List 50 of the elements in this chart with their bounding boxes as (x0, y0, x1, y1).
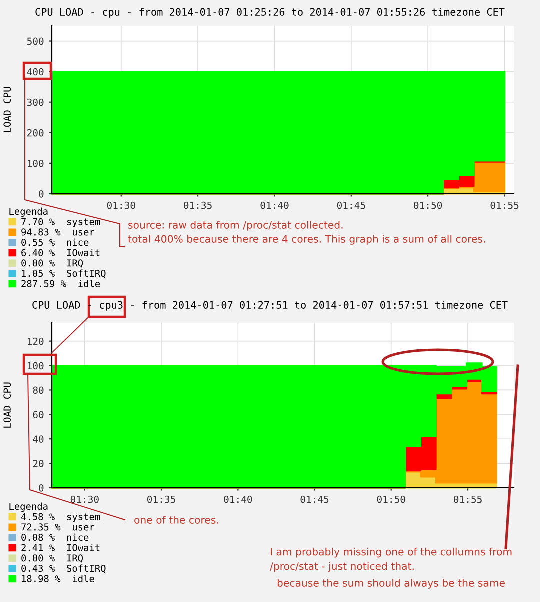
legend-label: 18.98 % idle (22, 575, 94, 582)
x-tick-label: 01:30 (70, 496, 99, 504)
text: one of the cores. (134, 516, 218, 524)
legend-label: 6.40 % IOwait (22, 249, 100, 256)
chart-title: CPU LOAD - cpu - from 2014-01-07 01:25:26 to 2014-01-07 01:55:26 timezone CET (36, 8, 505, 18)
legend-title: Legenda (10, 502, 48, 512)
legend-label: 287.59 % idle (22, 280, 100, 288)
y-axis-title: LOAD CPU (4, 87, 12, 132)
y-tick-label: 100 (28, 362, 44, 370)
y-tick-label: 60 (33, 411, 44, 419)
legend-label: 0.08 % nice (22, 534, 89, 542)
legend-label: 4.58 % system (21, 513, 100, 522)
y-tick-label: 80 (33, 386, 44, 394)
chart-title: CPU LOAD - cpu3 - from 2014-01-07 01:27:51 to 2014-01-07 01:57:51 timezone CET (32, 301, 508, 311)
text: because the sum should always be the same (278, 579, 505, 589)
text: I am probably missing one of the collumns from /proc/stat - just noticed that. (270, 548, 512, 572)
legend-label: 1.05 % SoftIRQ (22, 270, 106, 278)
x-tick-label: 01:50 (414, 202, 442, 210)
x-tick-label: 01:30 (107, 202, 136, 210)
y-tick-label: 40 (33, 436, 44, 443)
legend-label: 0.00 % IRQ (22, 260, 84, 268)
x-tick-label: 01:50 (377, 496, 406, 504)
legend-label: 2.41 % IOwait (22, 544, 100, 552)
y-tick-label: 200 (28, 129, 44, 137)
y-tick-label: 120 (28, 338, 44, 346)
text: total 400% because there are 4 cores. This graph is a sum of all cores. (128, 235, 486, 245)
x-tick-label: 01:55 (454, 496, 482, 504)
x-tick-label: 01:45 (337, 202, 366, 210)
legend-label: 7.70 % system (22, 218, 100, 228)
legend-label: 0.43 % SoftIRQ (22, 564, 106, 574)
source-note: source: raw data from /proc/stat collected. (128, 221, 343, 231)
y-tick-label: 300 (27, 98, 44, 106)
y-tick-label: 0 (39, 484, 44, 492)
y-axis-title: LOAD CPU (4, 382, 12, 428)
x-tick-label: 01:40 (224, 496, 252, 504)
legend-label: 72.35 % user (22, 524, 95, 531)
y-tick-label: 100 (28, 160, 44, 168)
y-tick-label: 500 (27, 38, 44, 46)
legend-title: Legenda (10, 208, 48, 217)
x-tick-label: 01:55 (490, 202, 519, 210)
y-tick-label: 400 (27, 68, 44, 76)
y-tick-label: 0 (39, 190, 44, 198)
x-tick-label: 01:35 (184, 202, 212, 210)
x-tick-label: 01:35 (148, 496, 176, 504)
x-tick-label: 01:40 (260, 202, 289, 210)
x-tick-label: 01:45 (300, 496, 329, 504)
y-tick-label: 20 (33, 460, 44, 468)
legend-label: 94.83 % user (22, 228, 95, 236)
legend-label: 0.55 % nice (22, 238, 89, 246)
legend-label: 0.00 % IRQ (22, 554, 84, 563)
